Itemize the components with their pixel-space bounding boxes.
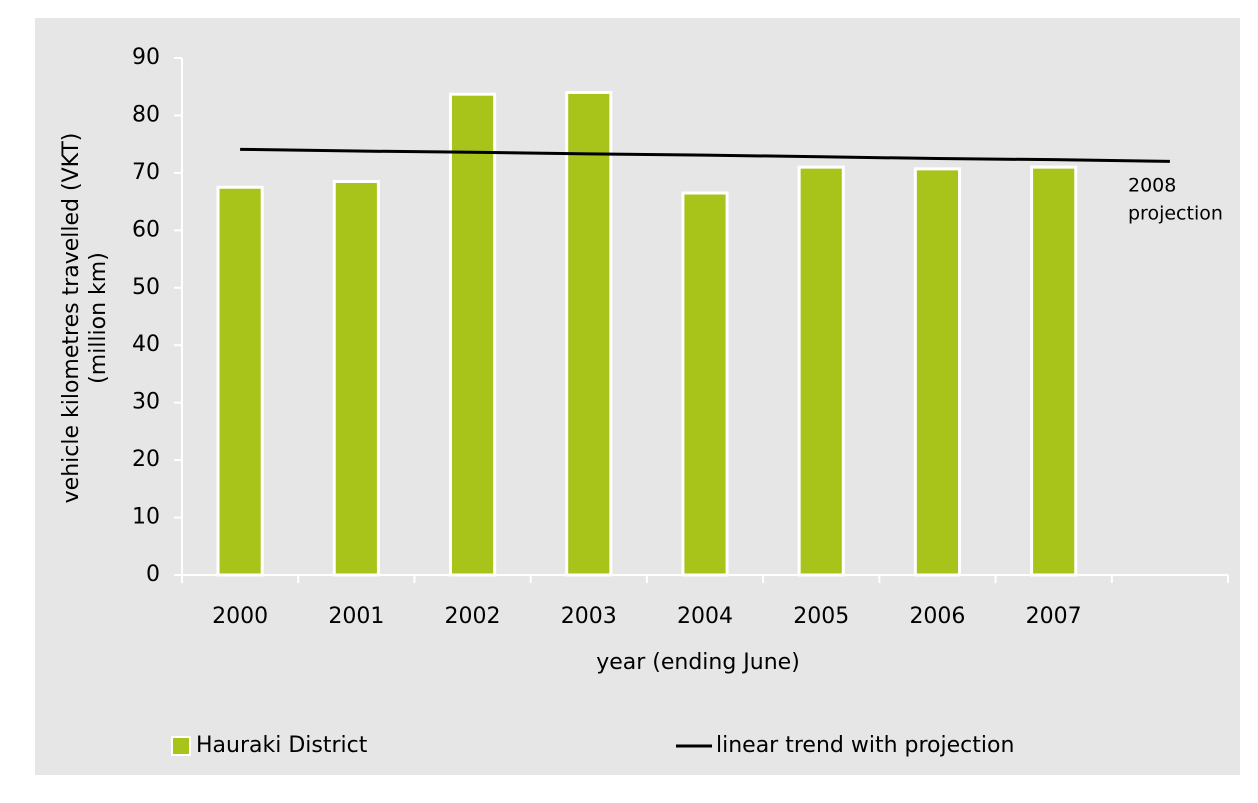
bar [681, 191, 729, 577]
bar [913, 167, 962, 577]
legend-label: Hauraki District [196, 733, 368, 758]
legend-label: linear trend with projection [716, 733, 1014, 758]
x-tick-label: 2001 [328, 604, 384, 629]
x-axis-title: year (ending June) [596, 650, 800, 675]
annotation: 2008 [1128, 175, 1176, 197]
y-tick-label: 30 [132, 390, 160, 415]
y-tick-label: 70 [132, 160, 160, 185]
x-tick-label: 2005 [793, 604, 849, 629]
y-tick-label: 90 [132, 45, 160, 70]
bar [332, 180, 380, 577]
bar [1030, 165, 1078, 577]
x-tick-label: 2007 [1026, 604, 1082, 629]
bar [797, 165, 845, 577]
trend-line [240, 147, 1170, 163]
bar [565, 90, 613, 577]
y-tick-label: 80 [132, 102, 160, 127]
annotation: projection [1128, 203, 1223, 225]
y-tick-label: 60 [132, 217, 160, 242]
bar [448, 92, 497, 577]
legend-swatch [171, 736, 191, 756]
x-tick-label: 2003 [561, 604, 617, 629]
y-tick-label: 0 [146, 562, 160, 587]
y-tick-label: 20 [132, 447, 160, 472]
y-axis-title: vehicle kilometres travelled (VKT) [59, 133, 84, 504]
x-tick-label: 2000 [212, 604, 268, 629]
y-axis-title: (million km) [86, 252, 111, 384]
x-tick-label: 2004 [677, 604, 733, 629]
y-tick-label: 40 [132, 332, 160, 357]
x-tick-label: 2006 [909, 604, 965, 629]
y-tick-label: 50 [132, 275, 160, 300]
y-tick-label: 10 [132, 505, 160, 530]
x-tick-label: 2002 [445, 604, 501, 629]
bar [216, 185, 264, 577]
